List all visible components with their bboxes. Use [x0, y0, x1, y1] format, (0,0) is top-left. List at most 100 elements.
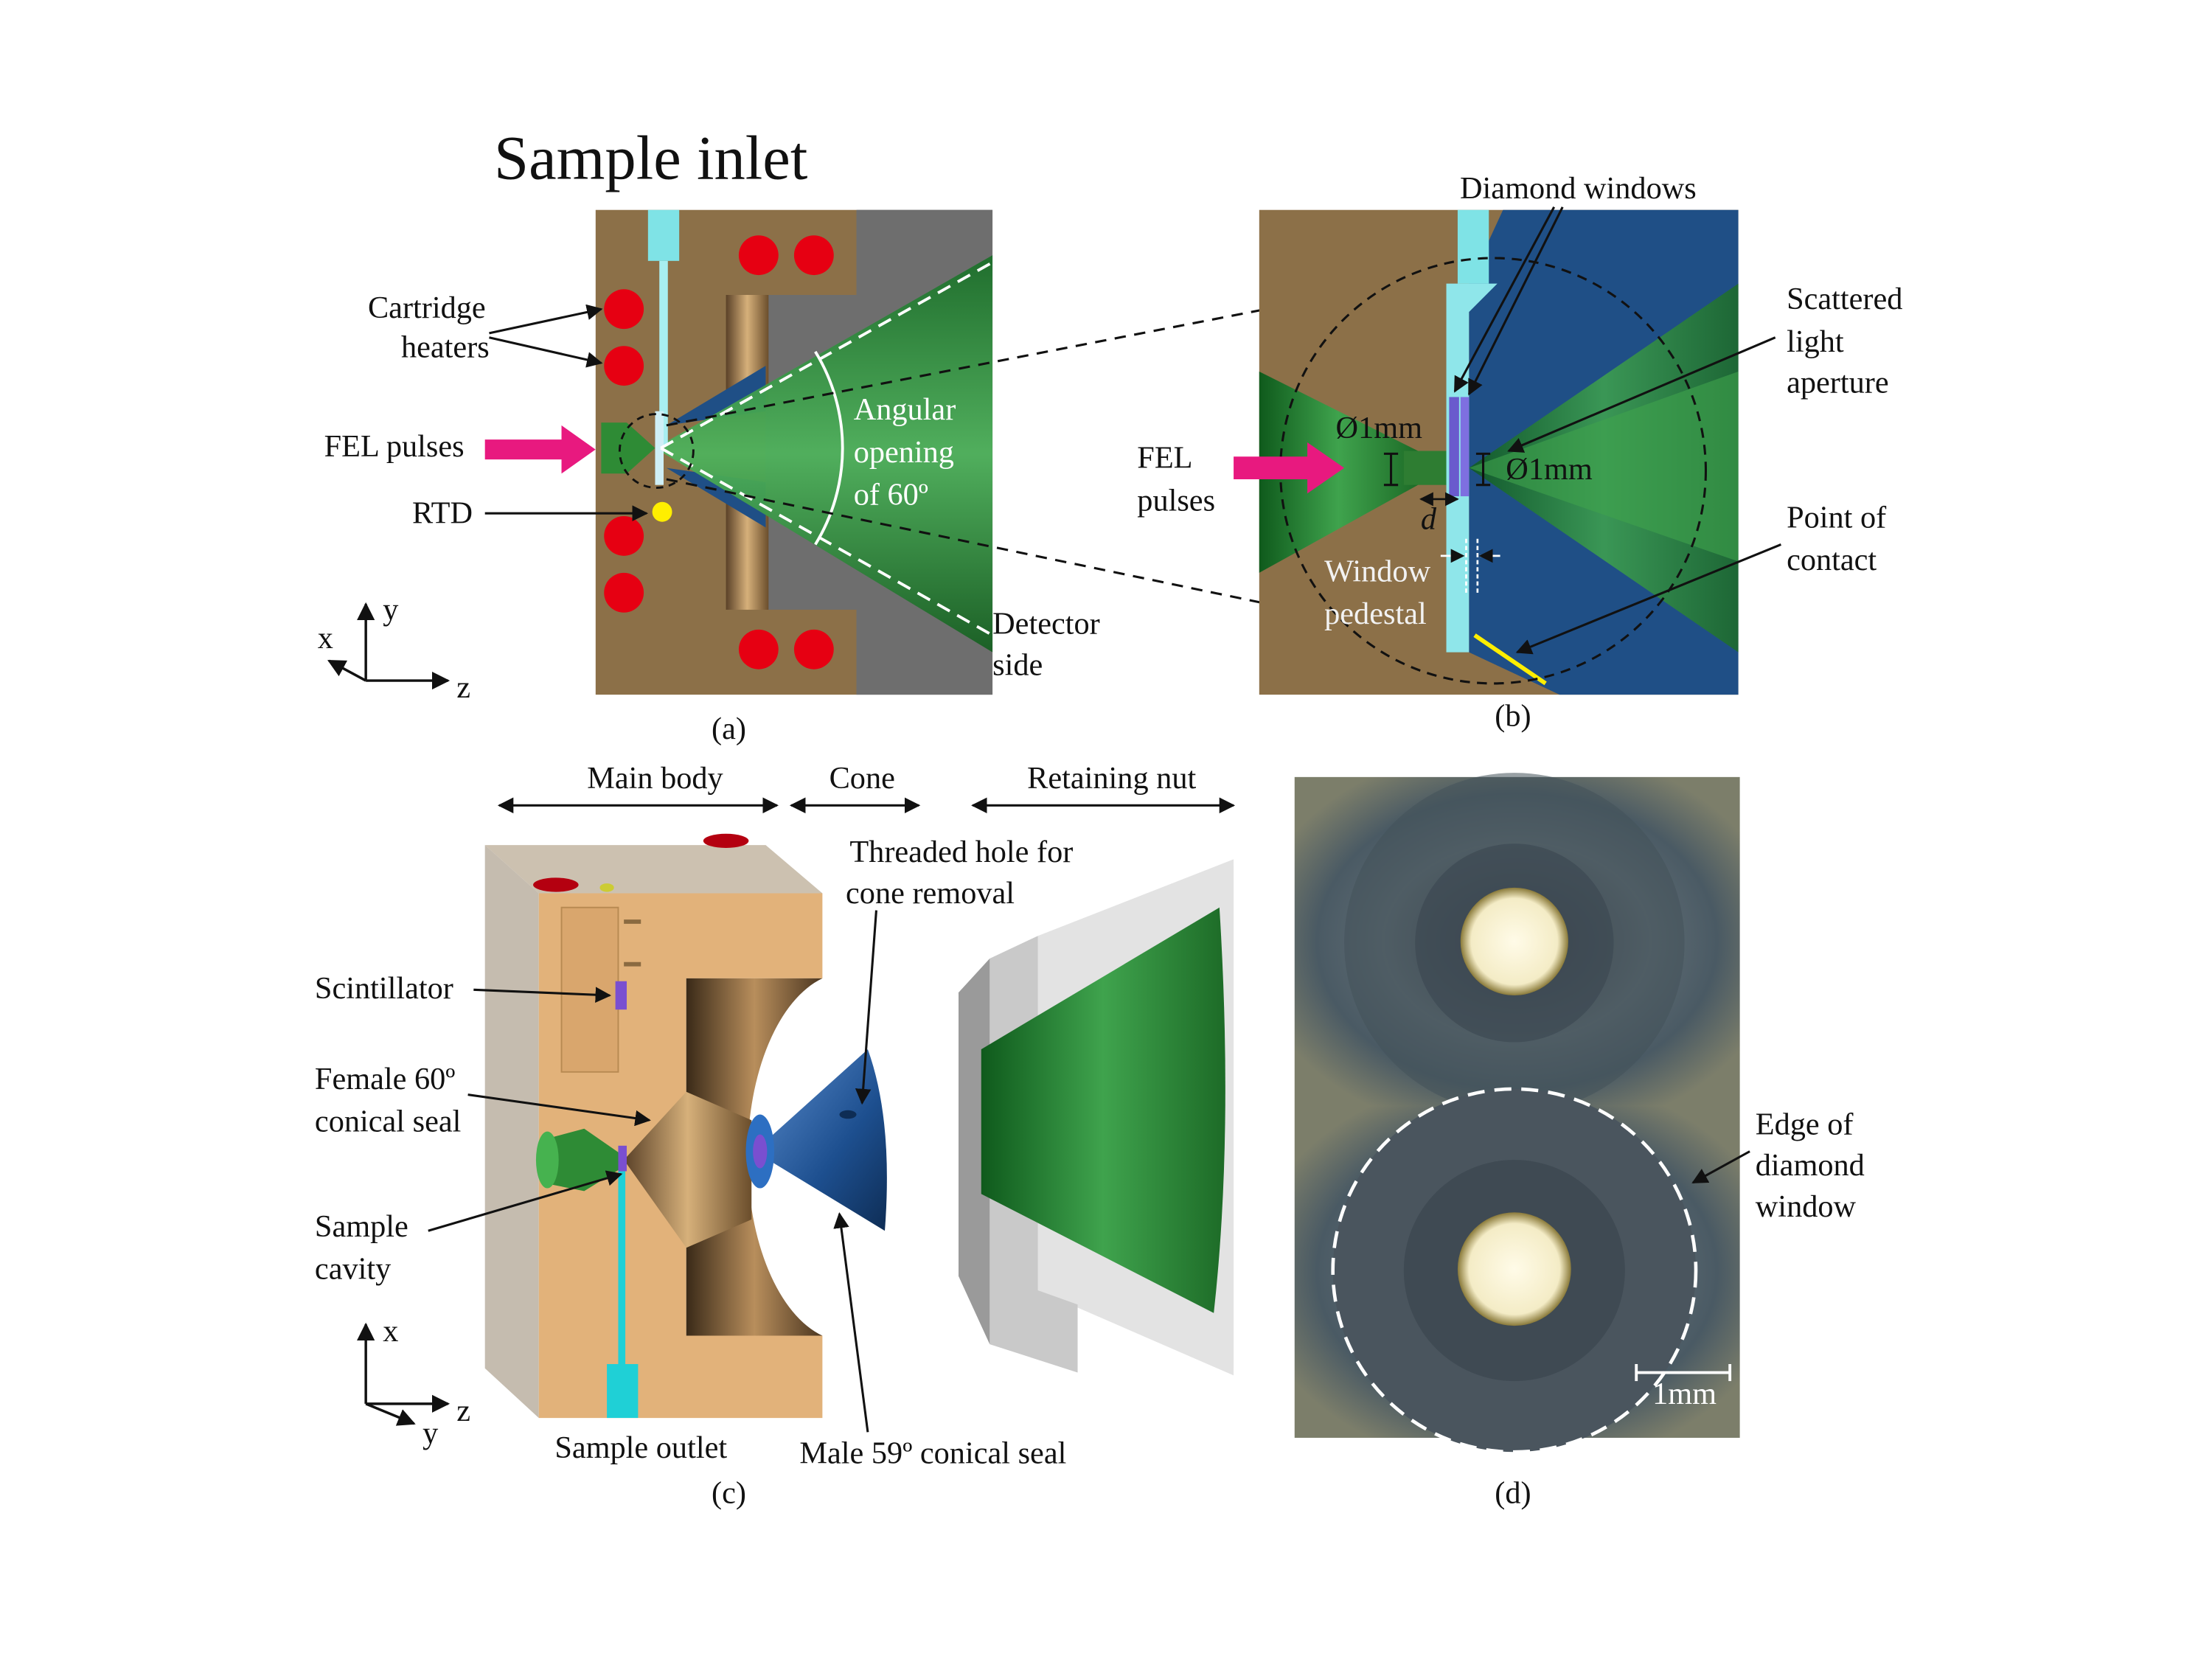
- rtd-icon: [652, 501, 672, 522]
- cone-window: [753, 1134, 768, 1169]
- inlet-fitting-face: [535, 1131, 559, 1189]
- arrow-icon: [1691, 1150, 1750, 1184]
- label-fel: FEL: [1137, 441, 1192, 476]
- arrow-icon: [1467, 206, 1564, 396]
- main-body-cavity: [686, 978, 823, 1336]
- arrow-icon: [833, 1212, 869, 1433]
- zoom-circle: [618, 413, 695, 489]
- scattered-cone-inner: [1469, 371, 1739, 562]
- label-diameter-right: Ø1mm: [1506, 452, 1593, 487]
- label-sample: Sample: [315, 1209, 408, 1244]
- label-cone-removal: cone removal: [846, 876, 1015, 911]
- fel-arrow-icon: [1234, 442, 1345, 494]
- panel-c: Main body Cone Retaining nut: [315, 761, 1236, 1510]
- beam-waist: [1403, 451, 1450, 485]
- label-fel-pulses: FEL pulses: [324, 429, 465, 464]
- label-cavity: cavity: [315, 1252, 391, 1287]
- label-scintillator: Scintillator: [315, 971, 453, 1006]
- sample-channel: [659, 260, 668, 445]
- label-retaining-nut: Retaining nut: [1027, 761, 1196, 796]
- label-sample-outlet: Sample outlet: [554, 1430, 727, 1465]
- main-body-side: [484, 845, 539, 1419]
- panel-a: Sample inlet Cartridge heaters FEL pulse…: [318, 124, 1100, 746]
- label-conical-seal: conical seal: [315, 1105, 461, 1139]
- label-rtd: RTD: [412, 496, 473, 531]
- sample-inlet-channel: [647, 209, 680, 261]
- threaded-hole: [839, 1110, 857, 1119]
- caption-b: (b): [1495, 699, 1531, 734]
- arrow-icon: [467, 1093, 651, 1127]
- angle-arc: [814, 350, 844, 546]
- label-of-60: of 60º: [854, 478, 928, 512]
- label-threaded-hole: Threaded hole for: [849, 835, 1073, 869]
- arrow-icon: [428, 1170, 623, 1232]
- scintillator: [615, 981, 627, 1010]
- pedestal-thickness-marker: [1465, 538, 1479, 596]
- label-main-body: Main body: [587, 761, 723, 796]
- label-window: window: [1756, 1189, 1857, 1224]
- photo-bottom-hole: [1457, 1212, 1571, 1326]
- retaining-nut-cone: [981, 907, 1225, 1313]
- axis-y-label: y: [422, 1416, 438, 1451]
- label-aperture: aperture: [1787, 366, 1889, 400]
- panel-b: Diamond windows Scattered light aperture…: [1137, 171, 1902, 733]
- label-diamond-windows: Diamond windows: [1460, 171, 1697, 206]
- diamond-window-edge: [1331, 1087, 1698, 1454]
- arrow-icon: [473, 987, 612, 1003]
- label-pulses: pulses: [1137, 483, 1215, 518]
- axis-x-label: x: [383, 1314, 398, 1349]
- cone-edge-upper: [660, 261, 994, 450]
- label-d: d: [1421, 501, 1437, 536]
- label-female-60: Female 60º: [315, 1062, 455, 1096]
- label-side: side: [992, 647, 1043, 682]
- label-angular: Angular: [854, 392, 956, 427]
- scale-bar: [1635, 1364, 1732, 1382]
- heater-hole-icon: [533, 877, 579, 892]
- sample-outlet-channel: [618, 1171, 626, 1370]
- arrow-icon: [489, 304, 603, 335]
- label-scattered: Scattered: [1787, 282, 1902, 316]
- inlet-channel: [1457, 209, 1489, 284]
- panel-d: 1mm Edge of diamond window (d): [1294, 773, 1865, 1510]
- arrow-icon: [855, 910, 877, 1105]
- axis-triad-icon: [327, 602, 451, 690]
- label-heaters: heaters: [401, 330, 490, 365]
- arrow-icon: [489, 336, 603, 368]
- contact-line: [1473, 633, 1547, 686]
- caption-d: (d): [1495, 1475, 1531, 1510]
- diameter-marker-right: [1475, 452, 1491, 487]
- label-sample-inlet: Sample inlet: [494, 124, 808, 192]
- label-light: light: [1787, 324, 1844, 359]
- label-point-of: Point of: [1787, 500, 1887, 535]
- label-pedestal: pedestal: [1324, 597, 1427, 631]
- diameter-marker-left: [1383, 452, 1399, 487]
- axis-triad-icon: [357, 1322, 451, 1426]
- label-cartridge: Cartridge: [368, 291, 486, 325]
- axis-z-label: z: [456, 1394, 470, 1428]
- diamond-window-1: [1449, 397, 1459, 497]
- window-strip: [655, 411, 664, 485]
- channel-relief: [560, 906, 619, 1073]
- axis-x-label: x: [318, 621, 333, 655]
- label-detector: Detector: [992, 607, 1100, 641]
- female-conical-seal: [624, 1091, 752, 1248]
- label-opening: opening: [854, 435, 954, 470]
- label-edge-of: Edge of: [1756, 1107, 1854, 1141]
- sample-outlet-fitting: [607, 1364, 639, 1419]
- cone-part: [754, 1049, 887, 1231]
- heater-hole-icon: [703, 833, 749, 848]
- diamond-window-2: [1460, 397, 1470, 497]
- caption-a: (a): [712, 712, 746, 746]
- label-male-seal: Male 59º conical seal: [799, 1436, 1066, 1471]
- sample-cavity: [618, 1145, 627, 1172]
- label-diameter-left: Ø1mm: [1336, 411, 1423, 445]
- arrow-icon: [1453, 206, 1556, 393]
- label-scale: 1mm: [1652, 1377, 1717, 1411]
- cone-edge-lower: [660, 447, 994, 637]
- fel-beam: [601, 422, 655, 474]
- arrow-icon: [1515, 543, 1781, 655]
- label-contact: contact: [1787, 543, 1877, 577]
- scattered-light-cone: [655, 255, 993, 653]
- inlet-fitting: [541, 1128, 622, 1192]
